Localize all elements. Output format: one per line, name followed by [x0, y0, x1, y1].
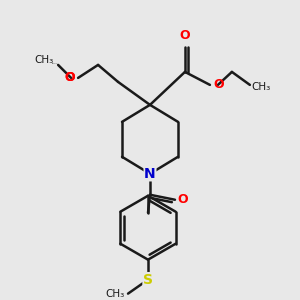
Text: S: S [143, 273, 153, 286]
Text: N: N [144, 167, 156, 181]
Text: CH₃: CH₃ [252, 82, 271, 92]
Text: CH₃: CH₃ [35, 55, 54, 65]
Text: O: O [177, 193, 188, 206]
Text: O: O [64, 71, 75, 84]
Text: CH₃: CH₃ [106, 289, 125, 298]
Text: O: O [64, 71, 75, 84]
Text: methoxy: methoxy [52, 62, 58, 64]
Text: O: O [213, 78, 224, 92]
Text: O: O [180, 29, 190, 42]
